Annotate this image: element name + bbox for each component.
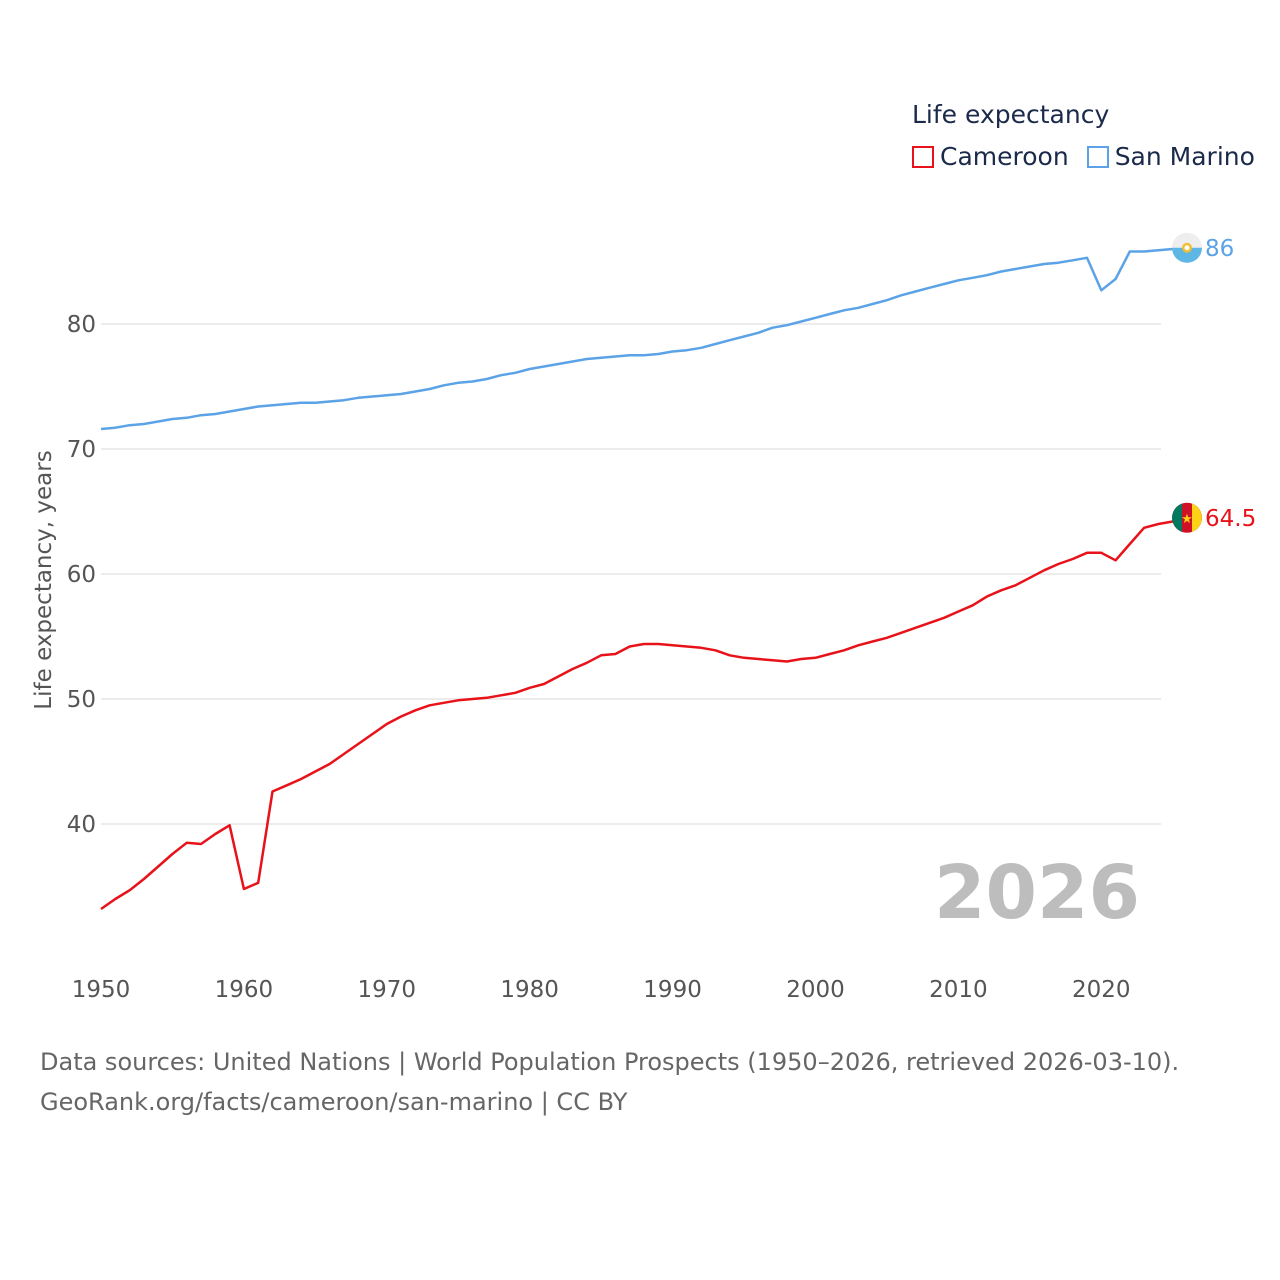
year-watermark: 2026 [934, 850, 1140, 936]
y-tick-label-60: 60 [67, 562, 96, 588]
series-line-cameroon [100, 516, 1188, 911]
legend: Cameroon San Marino [912, 142, 1273, 171]
x-axis-ticks: 1950 1960 1970 1980 1990 2000 2010 2020 [72, 977, 1131, 1003]
x-tick-label-1990: 1990 [643, 977, 702, 1003]
x-tick-label-2010: 2010 [929, 977, 988, 1003]
footer: Data sources: United Nations | World Pop… [40, 1042, 1179, 1122]
san-marino-flag-icon [1172, 232, 1202, 263]
x-tick-label-1960: 1960 [215, 977, 274, 1003]
legend-label-san-marino: San Marino [1114, 142, 1255, 171]
source-link[interactable]: GeoRank.org/facts/cameroon/san-marino | … [40, 1088, 628, 1116]
x-tick-label-2000: 2000 [786, 977, 845, 1003]
flag-yellow [1192, 503, 1202, 532]
series-line-san-marino [100, 246, 1188, 431]
flag-emblem-inner [1184, 245, 1190, 251]
y-tick-label-80: 80 [67, 312, 96, 338]
x-tick-label-2020: 2020 [1072, 977, 1131, 1003]
y-axis-ticks: 40 50 60 70 80 [67, 312, 96, 838]
data-sources: Data sources: United Nations | World Pop… [40, 1048, 1180, 1076]
x-tick-label-1950: 1950 [72, 977, 131, 1003]
grid-lines [101, 323, 1161, 825]
x-tick-label-1980: 1980 [500, 977, 559, 1003]
end-label-cameroon: 64.5 [1205, 506, 1256, 532]
y-tick-label-40: 40 [67, 812, 96, 838]
y-tick-label-70: 70 [67, 437, 96, 463]
y-axis-label: Life expectancy, years [31, 450, 57, 710]
legend-swatch-cameroon [912, 145, 934, 168]
legend-swatch-san-marino [1086, 145, 1109, 168]
flag-green [1172, 503, 1182, 532]
legend-title: Life expectancy [912, 100, 1110, 129]
legend-item-cameroon[interactable]: Cameroon [912, 142, 1069, 171]
end-label-san-marino: 86 [1205, 236, 1234, 262]
end-labels: 86 ★ 64.5 [1172, 232, 1256, 533]
cameroon-flag-icon: ★ [1172, 502, 1202, 533]
flag-star: ★ [1181, 512, 1193, 527]
x-tick-label-1970: 1970 [358, 977, 417, 1003]
flag-blue [1172, 247, 1202, 263]
legend-label-cameroon: Cameroon [940, 142, 1069, 171]
series-lines [100, 246, 1188, 911]
legend-item-san-marino[interactable]: San Marino [1086, 142, 1255, 171]
y-tick-label-50: 50 [67, 687, 96, 713]
